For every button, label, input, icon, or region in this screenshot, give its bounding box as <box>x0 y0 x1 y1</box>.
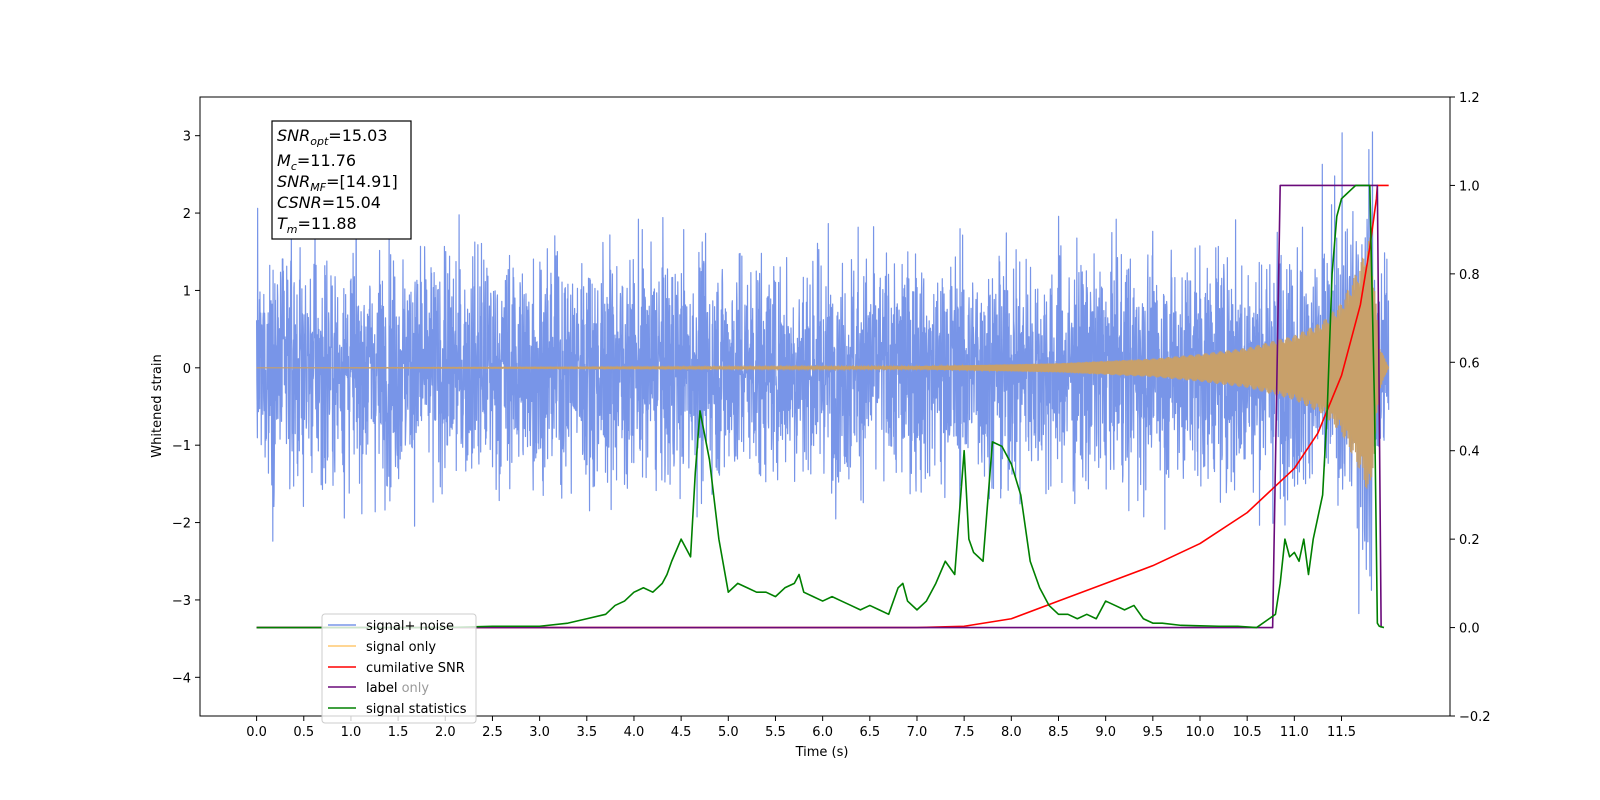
x-tick-label: 3.5 <box>576 725 597 740</box>
y2-tick-label: 0.4 <box>1459 445 1480 460</box>
y-tick-label: −3 <box>172 594 191 609</box>
x-tick-label: 8.5 <box>1048 725 1069 740</box>
x-tick-label: 4.5 <box>671 725 692 740</box>
x-tick-label: 6.5 <box>859 725 880 740</box>
series-signal-statistics <box>256 184 1385 629</box>
x-axis: 0.0 0.5 1.0 1.5 2.0 2.5 3.0 3.5 4.0 4.5 5.0 5.5 6.0 6… <box>246 716 1356 740</box>
y-tick-label: 0 <box>183 362 191 377</box>
legend-item-signal-statistics: signal statistics <box>328 702 467 717</box>
x-tick-label: 9.0 <box>1095 725 1116 740</box>
x-tick-label: 7.5 <box>954 725 975 740</box>
x-tick-label: 10.0 <box>1186 725 1215 740</box>
annotation-snr-mf: SNRMF=[14.91] <box>277 172 398 194</box>
stats-annotation-box: SNRopt=15.03 Mc=11.76 SNRMF=[14.91] CSNR… <box>271 120 412 240</box>
legend-label-signal-only: signal only <box>366 640 436 655</box>
legend-item-signal-only: signal only <box>328 640 436 655</box>
x-tick-label: 6.0 <box>812 725 833 740</box>
legend-item-signal-noise: signal+ noise <box>328 619 454 634</box>
y2-tick-label: 0.6 <box>1459 356 1480 371</box>
y2-tick-label: 0.8 <box>1459 268 1480 283</box>
x-tick-label: 10.5 <box>1233 725 1262 740</box>
legend-box <box>321 613 477 724</box>
x-tick-label: 2.5 <box>482 725 503 740</box>
legend-label-label: label <box>366 681 397 696</box>
y2-tick-label: 0.0 <box>1459 622 1480 637</box>
x-tick-label: 8.0 <box>1001 725 1022 740</box>
y-tick-label: 2 <box>183 207 191 222</box>
x-tick-label: 5.0 <box>718 725 739 740</box>
y-axis-label: Whitened strain <box>150 354 165 457</box>
y2-tick-label: 0.2 <box>1459 533 1480 548</box>
x-axis-label: Time (s) <box>795 745 849 760</box>
y2-tick-label: 1.2 <box>1459 91 1480 106</box>
x-tick-label: 7.0 <box>907 725 928 740</box>
x-tick-label: 9.5 <box>1142 725 1163 740</box>
annotation-merger-time: Tm=11.88 <box>277 214 357 236</box>
annotation-chirp-mass: Mc=11.76 <box>277 151 356 173</box>
legend-item-label-only: label only <box>366 681 429 696</box>
series-layer <box>256 131 1390 629</box>
plot-frame <box>199 96 1451 717</box>
legend-label-label-only: label only <box>366 681 429 696</box>
legend-label-signal-noise: signal+ noise <box>366 619 454 634</box>
series-signal-only <box>256 237 1390 489</box>
series-signal-noise <box>256 131 1390 615</box>
x-tick-label: 4.0 <box>624 725 645 740</box>
x-tick-label: 2.0 <box>435 725 456 740</box>
y-tick-label: 1 <box>183 284 191 299</box>
legend-item-cumulative-snr: cumilative SNR <box>328 661 465 676</box>
annotation-snr-opt: SNRopt=15.03 <box>277 126 388 148</box>
x-tick-label: 0.5 <box>293 725 314 740</box>
x-tick-label: 1.0 <box>341 725 362 740</box>
y-tick-label: 3 <box>183 130 191 145</box>
legend: signal+ noise signal only cumilative SNR… <box>321 613 477 724</box>
series-cumulative-snr <box>256 184 1389 629</box>
legend-label-signal-statistics: signal statistics <box>366 702 467 717</box>
y-tick-label: −2 <box>172 517 191 532</box>
y-axis-right: 1.2 1.0 0.8 0.6 0.4 0.2 0.0 −0.2 <box>1450 91 1491 725</box>
y2-tick-label: −0.2 <box>1459 710 1491 725</box>
x-tick-label: 5.5 <box>765 725 786 740</box>
x-tick-label: 11.5 <box>1327 725 1356 740</box>
legend-item-label: label <box>328 681 397 696</box>
series-label <box>256 184 1382 629</box>
y-tick-label: −4 <box>172 671 191 686</box>
y2-tick-label: 1.0 <box>1459 179 1480 194</box>
x-tick-label: 11.0 <box>1280 725 1309 740</box>
x-tick-label: 1.5 <box>388 725 409 740</box>
y-tick-label: −1 <box>172 439 191 454</box>
legend-label-cumulative-snr: cumilative SNR <box>366 661 465 676</box>
x-tick-label: 0.0 <box>246 725 267 740</box>
annotation-csnr: CSNR=15.04 <box>277 193 381 212</box>
x-tick-label: 3.0 <box>529 725 550 740</box>
y-axis-left: 3 2 1 0 −1 −2 −3 −4 <box>172 130 200 686</box>
